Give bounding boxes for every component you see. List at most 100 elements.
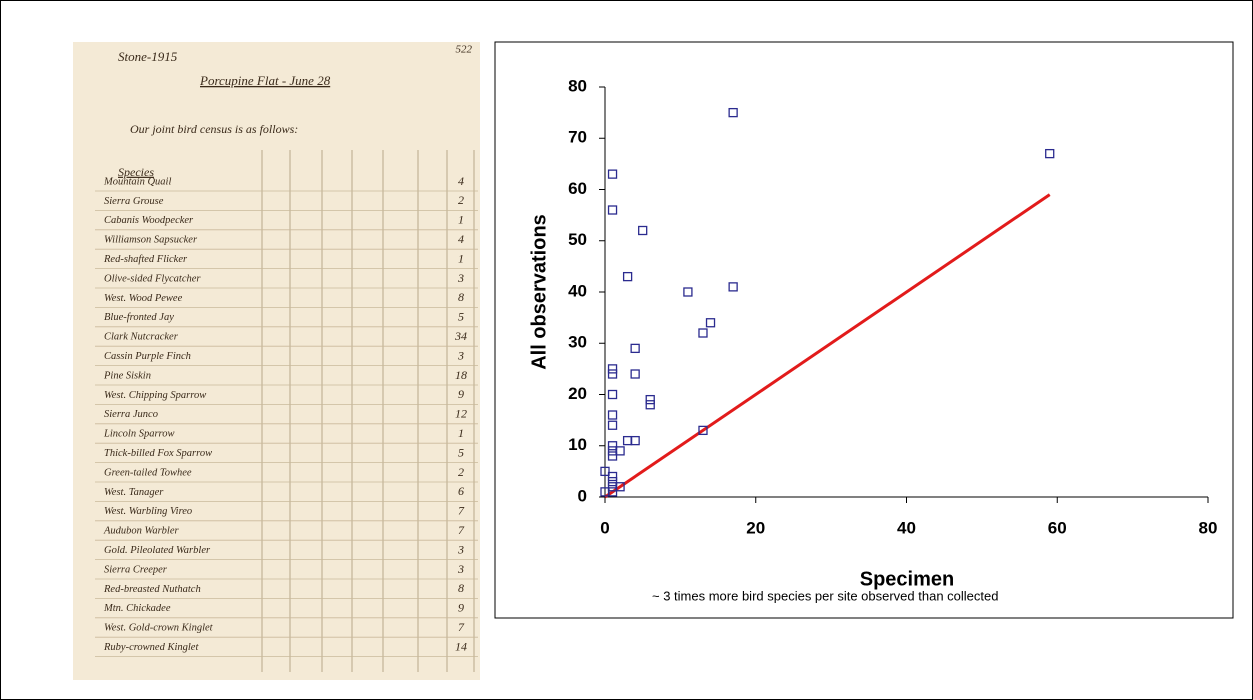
scatter-point: [607, 205, 618, 215]
species-total: 7: [458, 620, 465, 634]
scatter-point: [607, 476, 618, 487]
species-name: Olive-sided Flycatcher: [104, 273, 201, 284]
species-total: 34: [454, 329, 467, 343]
scatter-point: [600, 466, 610, 477]
notebook-header: Stone-1915: [118, 49, 178, 64]
y-tick-label: 80: [568, 76, 587, 95]
species-name: Lincoln Sparrow: [103, 429, 175, 440]
scatter-point: [607, 369, 618, 379]
scatter-point: [705, 318, 716, 328]
scatter-point: [630, 435, 640, 446]
scatter-point: [615, 446, 625, 456]
x-tick-label: 60: [1048, 518, 1067, 537]
scatter-point: [607, 364, 618, 374]
notebook-intro: Our joint bird census is as follows:: [130, 122, 298, 136]
species-total: 4: [458, 174, 464, 188]
species-total: 4: [458, 232, 464, 246]
species-name: Pine Siskin: [103, 370, 151, 381]
species-name: Mountain Quail: [103, 176, 171, 187]
species-name: Mtn. Chickadee: [103, 603, 171, 614]
species-total: 6: [458, 484, 464, 498]
y-tick-label: 70: [568, 128, 587, 147]
paper: [73, 42, 480, 680]
x-axis-title: Specimen: [860, 568, 954, 590]
species-total: 1: [458, 426, 464, 440]
scatter-point: [622, 271, 633, 282]
x-tick-label: 20: [746, 518, 765, 537]
y-tick-label: 10: [568, 435, 587, 454]
species-name: Gold. Pileolated Warbler: [104, 545, 211, 556]
scatter-point: [645, 394, 655, 405]
species-total: 5: [458, 445, 464, 459]
scatter-point: [607, 471, 618, 482]
species-total: 8: [458, 290, 464, 304]
scatter-point: [607, 389, 618, 400]
y-tick-label: 40: [568, 281, 587, 300]
y-tick-label: 30: [568, 333, 587, 352]
scatter-point: [728, 282, 738, 292]
species-name: Green-tailed Towhee: [104, 467, 192, 478]
y-tick-label: 0: [578, 486, 587, 505]
species-name: Sierra Creeper: [104, 564, 168, 575]
chart-frame: [494, 41, 1234, 619]
notebook-page: Stone-1915 522 Porcupine Flat - June 28 …: [73, 42, 480, 680]
scatter-point: [698, 425, 708, 436]
caption: ~ 3 times more bird species per site obs…: [652, 588, 998, 603]
x-tick-label: 40: [897, 518, 916, 537]
y-axis-title: All observations: [528, 214, 550, 370]
species-total: 5: [458, 310, 464, 324]
species-total: 1: [458, 251, 464, 265]
scatter-point: [698, 328, 708, 338]
species-name: West. Tanager: [104, 487, 164, 498]
y-tick-label: 20: [568, 384, 587, 403]
species-total: 3: [457, 271, 464, 285]
species-name: Cabanis Woodpecker: [104, 215, 194, 226]
species-name: Williamson Sapsucker: [104, 235, 198, 246]
page-number: 522: [456, 44, 473, 56]
scatter-point: [630, 369, 640, 379]
species-total: 2: [458, 193, 464, 207]
species-name: West. Warbling Vireo: [104, 506, 192, 517]
species-total: 9: [458, 601, 464, 615]
species-name: Audubon Warbler: [103, 526, 179, 537]
species-total: 9: [458, 387, 464, 401]
species-total: 18: [455, 368, 467, 382]
species-total: 12: [455, 407, 467, 421]
species-name: Blue-fronted Jay: [104, 312, 174, 323]
y-tick-label: 50: [568, 230, 587, 249]
column-header: Species: [118, 165, 154, 179]
scatter-point: [615, 482, 625, 492]
scatter-point: [1045, 148, 1055, 159]
scatter-point: [607, 410, 618, 420]
species-name: West. Wood Pewee: [104, 293, 183, 304]
scatter-point: [683, 287, 693, 297]
notebook-title: Porcupine Flat - June 28: [199, 73, 331, 88]
species-total: 8: [458, 581, 464, 595]
species-name: Ruby-crowned Kinglet: [103, 642, 199, 653]
species-name: West. Gold-crown Kinglet: [104, 623, 214, 634]
species-total: 7: [458, 523, 465, 537]
x-tick-label: 80: [1199, 518, 1218, 537]
scatter-point: [607, 441, 618, 451]
scatter-point: [607, 487, 618, 497]
species-total: 3: [457, 348, 464, 362]
species-name: Red-shafted Flicker: [103, 254, 188, 265]
species-total: 14: [455, 639, 467, 653]
scatter-point: [607, 420, 618, 430]
scatter-point: [728, 107, 738, 118]
species-name: Thick-billed Fox Sparrow: [104, 448, 212, 459]
species-name: Sierra Junco: [104, 409, 158, 420]
species-total: 3: [457, 542, 464, 556]
species-name: Clark Nutcracker: [104, 332, 179, 343]
species-total: 3: [457, 562, 464, 576]
species-total: 1: [458, 213, 464, 227]
scatter-point: [638, 225, 648, 236]
scatter-point: [607, 169, 618, 179]
species-name: Cassin Purple Finch: [104, 351, 191, 362]
species-total: 7: [458, 504, 465, 518]
species-name: West. Chipping Sparrow: [104, 390, 206, 401]
reference-line: [604, 193, 1051, 499]
scatter-point: [607, 451, 618, 461]
